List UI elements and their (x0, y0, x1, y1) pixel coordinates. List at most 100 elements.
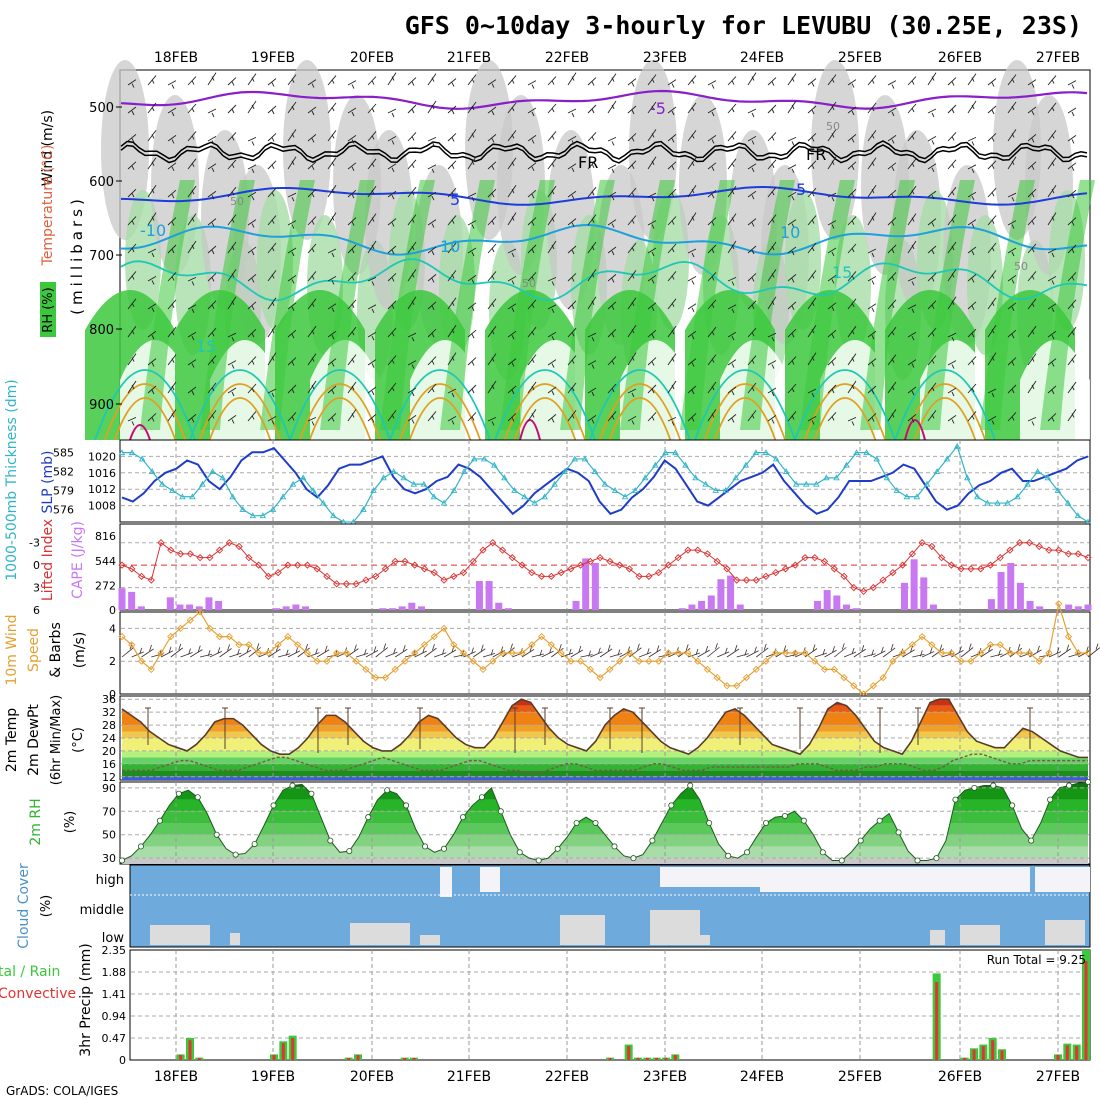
wind-speed-point (157, 649, 165, 657)
wind-barb (687, 75, 697, 86)
wind-barb (427, 100, 437, 114)
thickness-point (148, 468, 156, 474)
wind-speed-point (703, 665, 712, 674)
wind-speed-point (596, 673, 604, 682)
wind-barb (367, 213, 377, 226)
precip-conv-bar (991, 1040, 995, 1060)
wind-barb (987, 187, 997, 198)
wind-barb (767, 296, 777, 310)
wind-barb (1047, 102, 1057, 114)
cape-bar (736, 604, 744, 610)
temperature-band (122, 770, 1088, 777)
wind-barb (167, 381, 177, 394)
wind-barb (887, 244, 897, 254)
wind-panel: 4 2 0 10m Wind Speed & Barbs (m/s) (4, 600, 1100, 701)
wind-barb (987, 297, 997, 310)
rh-point (706, 820, 713, 827)
wind-barb (807, 270, 817, 282)
wind-barb (467, 74, 477, 86)
wind-barb (907, 276, 917, 286)
wind-barb (387, 410, 397, 422)
temperature-band (122, 757, 1088, 764)
wind-label-2: Speed (26, 628, 42, 672)
slp-tick: 1020 (88, 450, 116, 463)
lifted-index-point (772, 568, 780, 577)
wind-speed-point (176, 624, 185, 633)
wind-barb (567, 136, 577, 145)
warm-contour (598, 383, 682, 441)
wind-barb (648, 645, 662, 658)
rh-green-streak (920, 180, 975, 430)
wind-barb (967, 274, 977, 283)
wind-barb (1007, 329, 1017, 339)
rh-point (687, 782, 694, 789)
wind-barb (687, 276, 697, 285)
wind-barb (467, 384, 477, 394)
wind-barb (1067, 135, 1077, 144)
wind-barb (967, 191, 977, 201)
wind-barb (367, 359, 377, 368)
top-date-label: 20FEB (350, 50, 394, 66)
wind-barb (287, 302, 297, 312)
thickness-point (269, 505, 277, 512)
wind-barb (447, 352, 457, 366)
wind-speed-point (352, 657, 360, 665)
wind-barb (247, 328, 257, 338)
thickness-point (903, 493, 911, 500)
thickness-point (702, 480, 709, 487)
wind-speed-point (586, 665, 595, 674)
wind-barb (567, 410, 577, 422)
cloud-label: Cloud Cover (16, 863, 32, 949)
cape-bar (1036, 606, 1044, 610)
precip-conv-bar (1075, 1046, 1079, 1060)
wind-barb (627, 105, 637, 115)
precip-conv-bar (291, 1038, 295, 1060)
wind-barb (807, 352, 817, 366)
wind-barb (767, 360, 777, 369)
thickness-point (1034, 468, 1041, 474)
wind-speed-point (664, 649, 673, 657)
wind-barb (987, 388, 997, 398)
wind-barb (747, 136, 757, 145)
wind-barb (887, 381, 897, 394)
wind-barb (627, 388, 637, 398)
wind-barb (267, 160, 277, 170)
cape-bar (591, 562, 599, 610)
slp-tick: 1008 (88, 500, 116, 513)
lifted-index-point (293, 561, 302, 569)
thickness-point (199, 480, 206, 487)
wind-speed-point (820, 665, 829, 674)
wind-barb (587, 332, 597, 342)
cape-bar (910, 559, 918, 610)
wind-barb (375, 643, 388, 658)
precip-conv-bar (645, 1057, 649, 1060)
contour-label: -5 (650, 99, 666, 118)
lifted-index-point (489, 539, 497, 547)
thickness-point (802, 480, 810, 487)
wind-barb (1027, 416, 1037, 426)
wind-barb (307, 648, 320, 658)
wind-barb (247, 191, 257, 201)
lifted-index-point (576, 561, 585, 569)
warm-contour (308, 397, 372, 441)
wind-barb (407, 360, 417, 369)
lifted-index-point (254, 561, 263, 569)
wind-barb (467, 357, 477, 366)
wind-barb (207, 410, 217, 422)
cape-bar (215, 600, 223, 610)
wind-barb (1067, 162, 1077, 172)
wind-barb (227, 296, 237, 310)
cape-bar (379, 608, 387, 610)
wind-barb (567, 163, 577, 173)
wind-barb (547, 304, 557, 314)
lifted-index-point (928, 542, 936, 551)
wind-barb (1027, 79, 1037, 88)
wind-barb (867, 184, 877, 198)
lifted-index-point (196, 554, 204, 562)
rh-green-streak (140, 180, 195, 430)
wind-barb (394, 645, 408, 658)
lifted-index-point (869, 583, 877, 592)
wind-barb (807, 416, 817, 425)
wind-barb (267, 187, 277, 198)
thickness-point (299, 474, 307, 481)
